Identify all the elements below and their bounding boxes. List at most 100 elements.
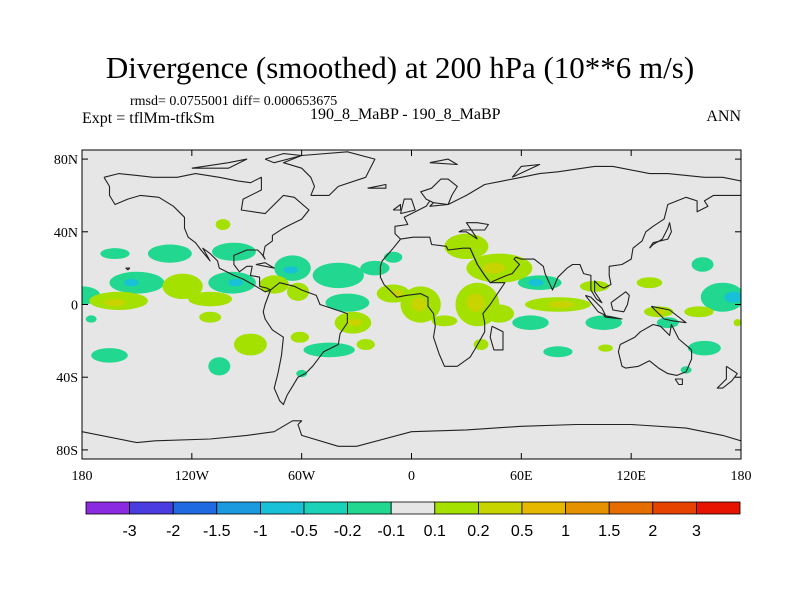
convergence-region-54 <box>528 279 544 287</box>
divergence-region-37 <box>444 233 489 260</box>
convergence-region-13 <box>585 315 623 330</box>
coastline-16 <box>392 203 402 211</box>
coastline-10 <box>649 222 672 249</box>
colorbar-label-4: -0.5 <box>290 523 318 540</box>
divergence-region-47 <box>473 339 489 350</box>
colorbar-swatch-14 <box>696 501 741 515</box>
coastline-23 <box>429 158 458 166</box>
colorbar-swatch-9 <box>477 501 523 515</box>
divergence-region-36 <box>484 304 515 323</box>
convergence-region-9 <box>360 260 390 276</box>
convergence-region-0 <box>100 248 130 260</box>
divergence-region-46 <box>356 339 375 350</box>
convergence-region-17 <box>91 348 128 363</box>
colorbar-swatch-1 <box>129 501 174 515</box>
divergence-region-28 <box>259 275 289 294</box>
coastline-7 <box>617 323 693 376</box>
coastline-20 <box>125 267 131 271</box>
convergence-region-24 <box>680 366 692 374</box>
colorbar-swatch-2 <box>172 501 218 515</box>
divergence-region-40 <box>636 277 663 289</box>
colorbar-label-6: -0.1 <box>377 523 405 540</box>
coastline-1 <box>262 282 348 406</box>
colorbar-swatch-8 <box>434 501 479 515</box>
coastlines <box>82 151 741 447</box>
coastline-3 <box>394 165 741 240</box>
coastline-12 <box>603 314 623 320</box>
divergence-region-43 <box>684 306 714 318</box>
coastline-6 <box>458 222 489 240</box>
stats-label: rmsd= 0.0755001 diff= 0.000653675 <box>130 94 338 109</box>
axis-ticks: 80N 40N 0 40S 80S 180 120W 60W 0 60E 120E 180 <box>54 150 752 484</box>
divergence-region-44 <box>233 333 267 356</box>
coastline-0 <box>103 173 310 293</box>
coastline-25 <box>191 158 248 169</box>
divergence-region-57 <box>391 289 403 298</box>
coastline-9 <box>716 365 738 389</box>
lat-tick-label-4: 80S <box>56 444 78 459</box>
convergence-region-12 <box>512 315 549 330</box>
convergence-region-22 <box>85 315 97 323</box>
convergence-region-8 <box>325 293 370 312</box>
convergence-region-10 <box>384 251 403 263</box>
lon-tick-label-5: 120E <box>616 469 646 484</box>
coastline-11 <box>584 294 607 316</box>
colorbar-label-5: -0.2 <box>334 523 362 540</box>
convergence-region-21 <box>687 340 721 356</box>
colorbar-swatch-12 <box>608 501 654 515</box>
colorbar: -3 -2 -1.5 -1 -0.5 -0.2 -0.1 0.1 0.2 0.5 1 1.5 2 3 <box>85 501 741 540</box>
coastline-17 <box>399 198 416 215</box>
divergence-region-49 <box>215 219 231 230</box>
coastline-18 <box>367 183 387 189</box>
convergence-region-16 <box>691 257 714 272</box>
coastline-2 <box>282 151 376 196</box>
lon-tick-label-0: 180 <box>72 469 93 484</box>
divergence-region-27 <box>188 291 233 307</box>
convergence-region-18 <box>208 357 231 376</box>
convergence-region-20 <box>543 346 573 358</box>
colorbar-label-9: 0.5 <box>511 523 533 540</box>
colorbar-label-11: 1.5 <box>598 523 620 540</box>
divergence-region-61 <box>482 262 505 274</box>
colorbar-label-2: -1.5 <box>203 523 231 540</box>
divergence-region-26 <box>162 273 203 300</box>
colorbar-swatch-7 <box>390 501 436 515</box>
divergence-region-50 <box>733 319 741 327</box>
colorbar-label-13: 3 <box>692 523 701 540</box>
coastline-14 <box>650 305 687 324</box>
convergence-region-23 <box>296 369 308 378</box>
colorbar-swatch-0 <box>85 501 130 515</box>
colorbar-label-7: 0.1 <box>424 523 446 540</box>
coastline-24 <box>511 163 541 178</box>
convergence-region-2 <box>211 242 256 261</box>
colorbar-label-10: 1 <box>561 523 570 540</box>
convergence-region-19 <box>303 342 355 358</box>
lat-tick-label-1: 40N <box>54 226 78 241</box>
colorbar-label-1: -2 <box>166 523 180 540</box>
convergence-region-14 <box>700 282 741 312</box>
coastline-13 <box>610 291 630 313</box>
colorbar-swatch-11 <box>565 501 610 515</box>
convergence-region-7 <box>312 262 364 289</box>
divergence-region-60 <box>466 293 485 312</box>
colorbar-swatch-10 <box>521 501 566 515</box>
convergence-region-53 <box>228 279 244 287</box>
lat-tick-label-0: 80N <box>54 153 78 168</box>
divergence-region-29 <box>287 282 309 301</box>
convergence-region-1 <box>147 244 192 263</box>
lon-tick-label-2: 60W <box>288 469 316 484</box>
divergence-region-30 <box>199 311 222 323</box>
lon-tick-label-1: 120W <box>175 469 210 484</box>
lat-tick-label-3: 40S <box>56 371 78 386</box>
divergence-region-56 <box>103 299 126 307</box>
colorbar-label-12: 2 <box>648 523 657 540</box>
colorbar-label-3: -1 <box>253 523 267 540</box>
colorbar-swatch-6 <box>347 501 392 515</box>
colorbar-swatch-3 <box>216 501 261 515</box>
divergence-region-62 <box>548 300 575 309</box>
convergence-region-51 <box>283 266 299 274</box>
comparison-label: 190_8_MaBP - 190_8_MaBP <box>310 106 501 123</box>
colorbar-label-0: -3 <box>122 523 136 540</box>
coastline-8 <box>674 378 683 386</box>
